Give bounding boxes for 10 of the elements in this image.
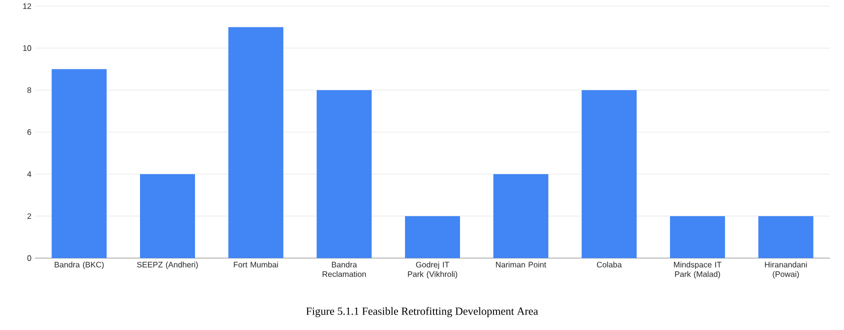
bar	[670, 216, 725, 258]
bar	[140, 174, 196, 258]
caption: Figure 5.1.1 Feasible Retrofitting Development Area	[306, 307, 538, 318]
bar	[758, 216, 814, 258]
bar	[52, 69, 107, 258]
bar	[316, 90, 372, 258]
bar	[405, 216, 460, 258]
bar	[228, 27, 284, 258]
bar	[582, 90, 637, 258]
bar	[493, 174, 548, 258]
